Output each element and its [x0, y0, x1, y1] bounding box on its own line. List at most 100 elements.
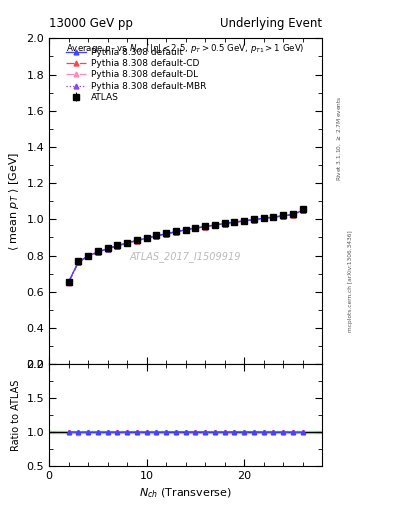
Pythia 8.308 default	[271, 214, 276, 220]
Pythia 8.308 default-DL	[222, 221, 227, 227]
Pythia 8.308 default	[125, 240, 130, 246]
Pythia 8.308 default-CD	[183, 227, 188, 233]
Y-axis label: $\langle$ mean $p_T$ $\rangle$ [GeV]: $\langle$ mean $p_T$ $\rangle$ [GeV]	[7, 152, 21, 251]
Pythia 8.308 default-MBR	[76, 259, 81, 265]
Pythia 8.308 default-DL	[232, 219, 237, 225]
Pythia 8.308 default	[86, 253, 90, 259]
Pythia 8.308 default-MBR	[232, 219, 237, 225]
Pythia 8.308 default-CD	[222, 221, 227, 227]
Pythia 8.308 default-CD	[125, 240, 130, 246]
Pythia 8.308 default	[164, 230, 169, 237]
Pythia 8.308 default-DL	[271, 214, 276, 220]
Pythia 8.308 default-MBR	[115, 243, 120, 249]
Pythia 8.308 default-CD	[232, 219, 237, 225]
Pythia 8.308 default-MBR	[164, 231, 169, 237]
Pythia 8.308 default	[144, 235, 149, 241]
Pythia 8.308 default-CD	[300, 207, 305, 214]
Y-axis label: Ratio to ATLAS: Ratio to ATLAS	[11, 379, 21, 451]
Pythia 8.308 default-MBR	[242, 218, 246, 224]
Pythia 8.308 default-CD	[281, 213, 286, 219]
Pythia 8.308 default-DL	[86, 253, 90, 260]
Legend: Pythia 8.308 default, Pythia 8.308 default-CD, Pythia 8.308 default-DL, Pythia 8: Pythia 8.308 default, Pythia 8.308 defau…	[64, 46, 208, 104]
Pythia 8.308 default-MBR	[66, 279, 71, 285]
Pythia 8.308 default-MBR	[144, 236, 149, 242]
Line: Pythia 8.308 default-MBR: Pythia 8.308 default-MBR	[66, 208, 305, 285]
Text: mcplots.cern.ch [arXiv:1306.3436]: mcplots.cern.ch [arXiv:1306.3436]	[348, 231, 353, 332]
Pythia 8.308 default-MBR	[134, 238, 139, 244]
Line: Pythia 8.308 default-CD: Pythia 8.308 default-CD	[66, 208, 305, 285]
Text: 13000 GeV pp: 13000 GeV pp	[49, 17, 133, 30]
Pythia 8.308 default	[291, 211, 296, 218]
Pythia 8.308 default-MBR	[291, 211, 296, 218]
Pythia 8.308 default-MBR	[125, 240, 130, 246]
Pythia 8.308 default	[174, 228, 178, 234]
Pythia 8.308 default-DL	[134, 238, 139, 244]
Pythia 8.308 default-DL	[95, 249, 100, 255]
Pythia 8.308 default	[134, 237, 139, 243]
Pythia 8.308 default-MBR	[154, 233, 159, 239]
Pythia 8.308 default-MBR	[252, 217, 256, 223]
Pythia 8.308 default	[115, 243, 120, 249]
Line: Pythia 8.308 default-DL: Pythia 8.308 default-DL	[66, 208, 305, 285]
Text: ATLAS_2017_I1509919: ATLAS_2017_I1509919	[130, 251, 241, 262]
X-axis label: $N_{ch}$ (Transverse): $N_{ch}$ (Transverse)	[139, 486, 232, 500]
Pythia 8.308 default	[242, 218, 246, 224]
Pythia 8.308 default	[154, 233, 159, 239]
Text: Rivet 3.1.10, $\geq$ 2.7M events: Rivet 3.1.10, $\geq$ 2.7M events	[336, 95, 343, 181]
Pythia 8.308 default	[300, 207, 305, 214]
Pythia 8.308 default-CD	[144, 236, 149, 242]
Pythia 8.308 default	[66, 279, 71, 285]
Pythia 8.308 default-DL	[203, 224, 208, 230]
Pythia 8.308 default-DL	[193, 225, 198, 231]
Pythia 8.308 default-MBR	[86, 253, 90, 259]
Pythia 8.308 default-CD	[76, 259, 81, 265]
Pythia 8.308 default-CD	[86, 253, 90, 260]
Pythia 8.308 default-CD	[291, 211, 296, 218]
Pythia 8.308 default-DL	[261, 216, 266, 222]
Pythia 8.308 default-DL	[115, 243, 120, 249]
Pythia 8.308 default-DL	[144, 236, 149, 242]
Pythia 8.308 default	[76, 259, 81, 265]
Pythia 8.308 default-CD	[105, 246, 110, 252]
Pythia 8.308 default-DL	[281, 213, 286, 219]
Pythia 8.308 default-DL	[164, 231, 169, 237]
Pythia 8.308 default-MBR	[281, 213, 286, 219]
Pythia 8.308 default-CD	[66, 279, 71, 285]
Pythia 8.308 default-MBR	[105, 246, 110, 252]
Pythia 8.308 default-DL	[183, 227, 188, 233]
Pythia 8.308 default-MBR	[203, 224, 208, 230]
Pythia 8.308 default	[183, 227, 188, 233]
Pythia 8.308 default-CD	[134, 238, 139, 244]
Pythia 8.308 default-CD	[164, 231, 169, 237]
Text: Average $p_T$ vs $N_{ch}$ ($|\eta| < 2.5$, $p_T > 0.5$ GeV, $p_{T1} > 1$ GeV): Average $p_T$ vs $N_{ch}$ ($|\eta| < 2.5…	[66, 41, 305, 55]
Pythia 8.308 default-CD	[261, 216, 266, 222]
Pythia 8.308 default	[213, 222, 217, 228]
Pythia 8.308 default-DL	[66, 280, 71, 286]
Pythia 8.308 default-MBR	[95, 249, 100, 255]
Pythia 8.308 default-DL	[213, 222, 217, 228]
Pythia 8.308 default-MBR	[213, 222, 217, 228]
Pythia 8.308 default-DL	[76, 260, 81, 266]
Text: Underlying Event: Underlying Event	[220, 17, 322, 30]
Pythia 8.308 default	[261, 215, 266, 221]
Pythia 8.308 default	[281, 212, 286, 219]
Pythia 8.308 default	[252, 217, 256, 223]
Pythia 8.308 default-DL	[125, 240, 130, 246]
Pythia 8.308 default	[105, 246, 110, 252]
Pythia 8.308 default-DL	[242, 218, 246, 224]
Pythia 8.308 default-MBR	[193, 225, 198, 231]
Pythia 8.308 default-MBR	[300, 207, 305, 214]
Pythia 8.308 default-MBR	[261, 216, 266, 222]
Pythia 8.308 default	[193, 225, 198, 231]
Line: Pythia 8.308 default: Pythia 8.308 default	[66, 208, 305, 284]
Pythia 8.308 default-CD	[242, 218, 246, 224]
Pythia 8.308 default	[95, 249, 100, 255]
Pythia 8.308 default-CD	[95, 249, 100, 255]
Pythia 8.308 default-CD	[193, 225, 198, 231]
Pythia 8.308 default-DL	[105, 246, 110, 252]
Pythia 8.308 default	[232, 219, 237, 225]
Pythia 8.308 default-CD	[213, 222, 217, 228]
Pythia 8.308 default-MBR	[271, 214, 276, 220]
Pythia 8.308 default	[203, 223, 208, 229]
Pythia 8.308 default-CD	[154, 233, 159, 239]
